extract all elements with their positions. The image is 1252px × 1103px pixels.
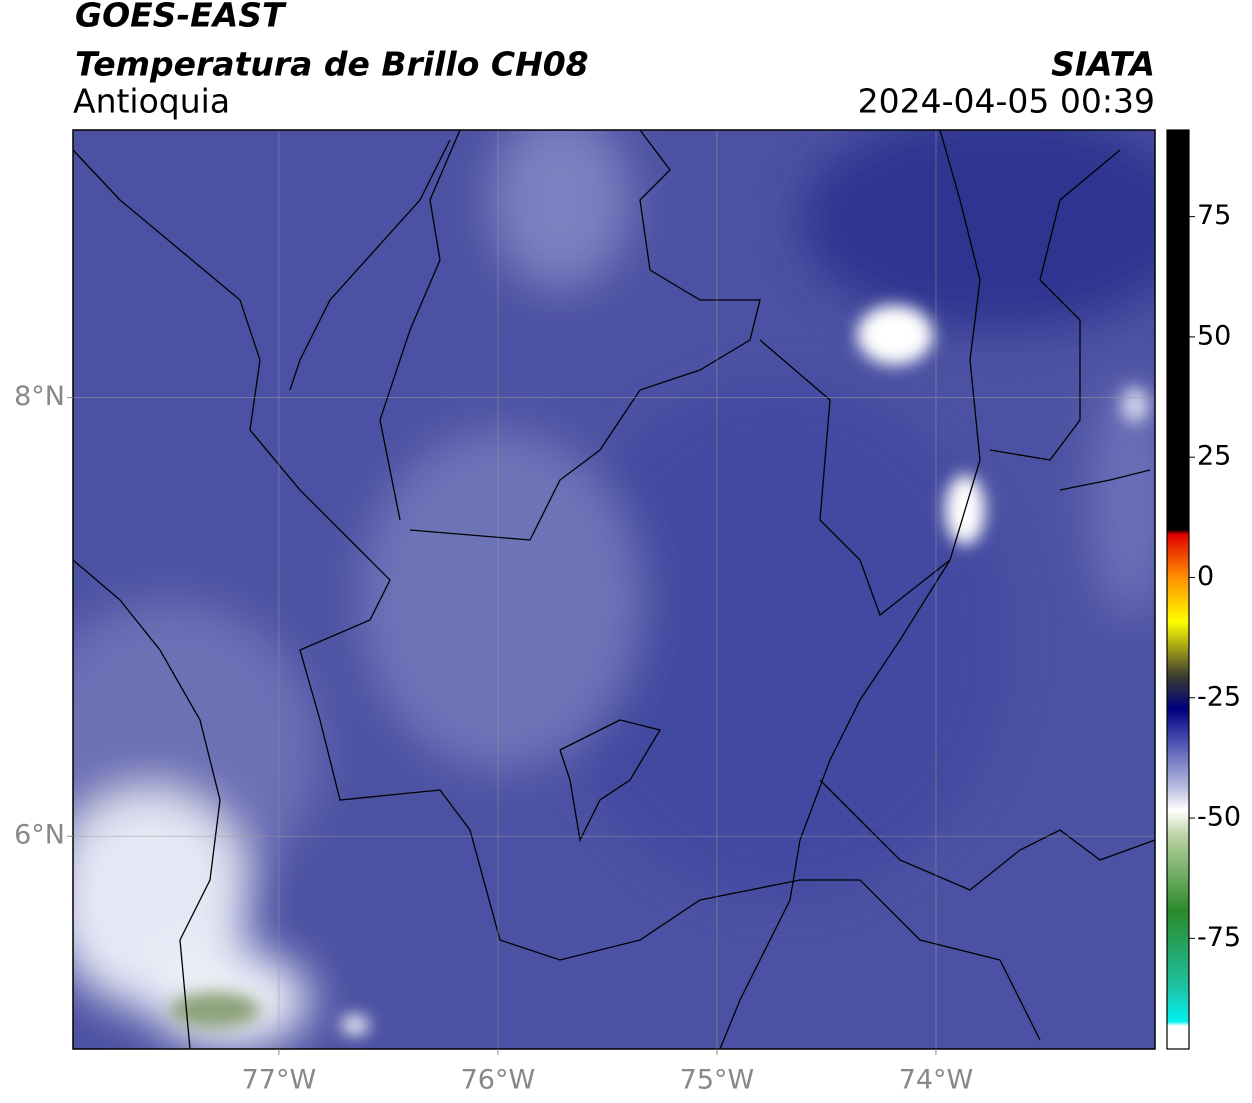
colorbar-tick-label: -25 [1197, 681, 1241, 712]
x-tick-label: 76°W [461, 1065, 536, 1096]
x-tick-label: 75°W [680, 1065, 755, 1096]
source: SIATA [1051, 45, 1155, 84]
subtitle: Temperatura de Brillo CH08 [75, 45, 589, 84]
y-tick-label: 8°N [14, 381, 65, 412]
colorbar-tick-label: -75 [1197, 922, 1241, 953]
colorbar-tick-label: 75 [1197, 200, 1231, 231]
timestamp: 2024-04-05 00:39 [858, 82, 1155, 121]
borders [73, 130, 1155, 1049]
colorbar-tick-label: 0 [1197, 561, 1214, 592]
y-tick-label: 6°N [14, 820, 65, 851]
graticule [73, 130, 1155, 1049]
colorbar-tick-label: 50 [1197, 320, 1231, 351]
x-tick-label: 77°W [242, 1065, 317, 1096]
colorbar-tick-label: 25 [1197, 441, 1231, 472]
colorbar [1166, 129, 1190, 1050]
region: Antioquia [73, 82, 230, 121]
satellite-image [73, 130, 1155, 1049]
title: GOES-EAST [75, 0, 287, 35]
map-frame [72, 129, 1156, 1050]
x-tick-label: 74°W [899, 1065, 974, 1096]
colorbar-tick-label: -50 [1197, 802, 1241, 833]
